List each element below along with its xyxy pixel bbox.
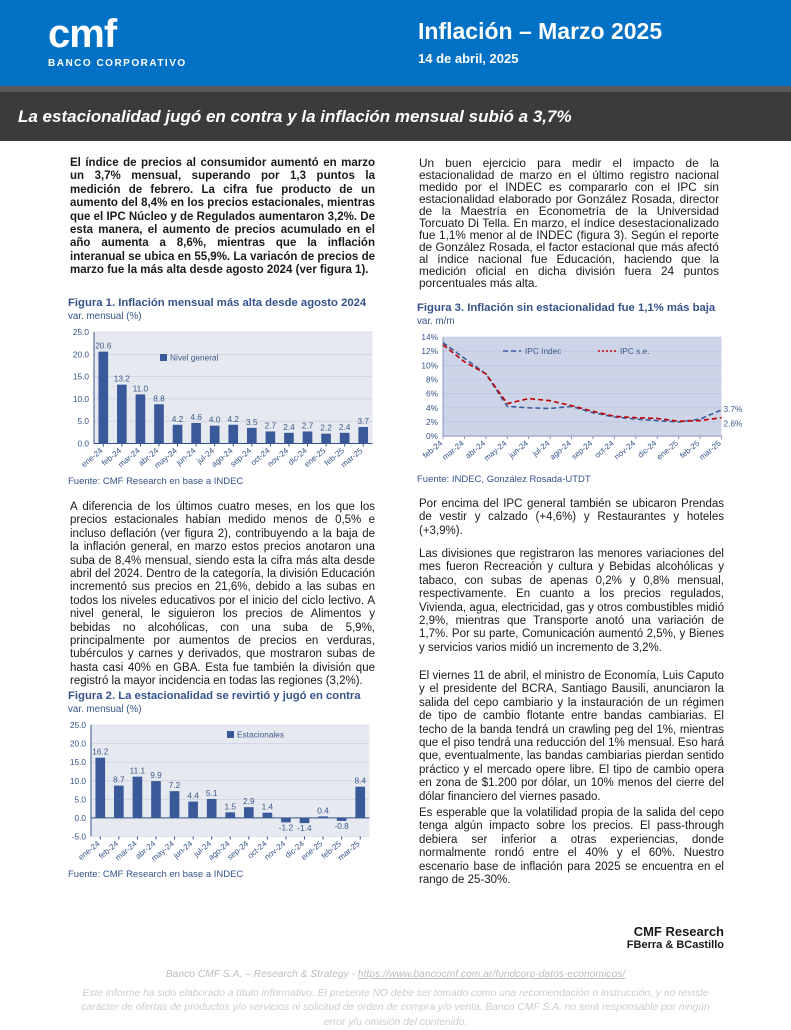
svg-text:3.5: 3.5 xyxy=(246,416,258,426)
svg-text:5.0: 5.0 xyxy=(75,794,87,804)
svg-text:12%: 12% xyxy=(421,346,438,356)
svg-text:IPC Indec: IPC Indec xyxy=(525,346,561,356)
svg-text:20.6: 20.6 xyxy=(95,340,112,350)
svg-text:Estacionales: Estacionales xyxy=(237,729,284,739)
svg-text:10.0: 10.0 xyxy=(70,775,87,785)
svg-text:ene-24: ene-24 xyxy=(77,838,102,861)
svg-text:Nivel general: Nivel general xyxy=(170,352,219,362)
svg-text:2.9: 2.9 xyxy=(243,796,255,806)
svg-text:sep-24: sep-24 xyxy=(226,838,251,861)
svg-text:mar-24: mar-24 xyxy=(114,838,140,862)
svg-text:11.0: 11.0 xyxy=(132,383,148,393)
svg-text:25.0: 25.0 xyxy=(72,327,89,337)
svg-text:0.4: 0.4 xyxy=(318,805,330,815)
svg-text:ene-25: ene-25 xyxy=(302,445,327,468)
svg-text:-1.4: -1.4 xyxy=(298,823,313,833)
svg-text:2.4: 2.4 xyxy=(283,421,295,431)
svg-text:4.4: 4.4 xyxy=(188,790,200,800)
svg-text:10%: 10% xyxy=(421,360,438,370)
svg-text:jun-24: jun-24 xyxy=(171,838,195,860)
svg-text:2.7: 2.7 xyxy=(301,420,313,430)
svg-text:ago-24: ago-24 xyxy=(548,438,573,461)
svg-text:0.0: 0.0 xyxy=(75,812,87,822)
svg-text:-5.0: -5.0 xyxy=(72,831,87,841)
svg-text:8%: 8% xyxy=(426,374,439,384)
svg-text:jun-24: jun-24 xyxy=(506,438,530,460)
svg-text:0.0: 0.0 xyxy=(77,438,89,448)
svg-text:mar-24: mar-24 xyxy=(116,445,142,469)
svg-text:IPC s.e.: IPC s.e. xyxy=(620,346,650,356)
svg-text:15.0: 15.0 xyxy=(72,371,89,381)
svg-text:2.4: 2.4 xyxy=(338,421,350,431)
svg-text:may-24: may-24 xyxy=(482,438,509,462)
svg-text:5.1: 5.1 xyxy=(206,788,218,798)
svg-text:15.0: 15.0 xyxy=(70,757,87,767)
svg-text:oct-24: oct-24 xyxy=(592,438,615,460)
svg-text:10.0: 10.0 xyxy=(72,393,89,403)
svg-text:8.4: 8.4 xyxy=(355,775,367,785)
svg-text:3.7: 3.7 xyxy=(357,416,369,426)
svg-text:9.9: 9.9 xyxy=(151,770,163,780)
svg-text:jun-24: jun-24 xyxy=(173,445,197,467)
svg-text:2.2: 2.2 xyxy=(320,422,332,432)
svg-text:1.4: 1.4 xyxy=(262,801,274,811)
svg-text:6%: 6% xyxy=(426,388,439,398)
svg-text:13.2: 13.2 xyxy=(113,373,130,383)
svg-text:16.2: 16.2 xyxy=(93,746,110,756)
svg-text:7.2: 7.2 xyxy=(169,780,181,790)
svg-text:mar-25: mar-25 xyxy=(337,838,363,862)
svg-text:20.0: 20.0 xyxy=(72,349,89,359)
svg-text:sep-24: sep-24 xyxy=(228,445,253,468)
svg-text:2%: 2% xyxy=(426,416,439,426)
svg-text:1.5: 1.5 xyxy=(225,801,237,811)
svg-text:2.6%: 2.6% xyxy=(723,418,743,428)
svg-text:mar-25: mar-25 xyxy=(697,438,723,462)
svg-text:8.7: 8.7 xyxy=(113,774,125,784)
svg-text:nov-24: nov-24 xyxy=(265,445,290,468)
svg-text:nov-24: nov-24 xyxy=(263,838,288,861)
svg-text:mar-24: mar-24 xyxy=(440,438,466,462)
svg-text:ene-25: ene-25 xyxy=(300,838,325,861)
svg-text:8.8: 8.8 xyxy=(153,393,165,403)
svg-text:ene-24: ene-24 xyxy=(79,445,104,468)
svg-text:4%: 4% xyxy=(426,402,439,412)
svg-text:sep-24: sep-24 xyxy=(569,438,594,461)
svg-text:3.7%: 3.7% xyxy=(723,403,743,413)
svg-text:4.2: 4.2 xyxy=(227,413,239,423)
svg-text:14%: 14% xyxy=(421,332,438,342)
svg-text:4.6: 4.6 xyxy=(190,412,202,422)
svg-text:5.0: 5.0 xyxy=(77,416,89,426)
svg-text:11.1: 11.1 xyxy=(130,765,146,775)
svg-text:nov-24: nov-24 xyxy=(612,438,637,461)
svg-text:20.0: 20.0 xyxy=(70,738,87,748)
svg-text:25.0: 25.0 xyxy=(70,720,87,730)
svg-text:2.7: 2.7 xyxy=(264,420,276,430)
svg-text:ene-25: ene-25 xyxy=(655,438,680,461)
svg-text:mar-25: mar-25 xyxy=(339,445,365,469)
svg-text:4.0: 4.0 xyxy=(208,414,220,424)
svg-text:-1.2: -1.2 xyxy=(279,822,294,832)
svg-text:4.2: 4.2 xyxy=(171,413,183,423)
svg-text:-0.8: -0.8 xyxy=(335,820,350,830)
